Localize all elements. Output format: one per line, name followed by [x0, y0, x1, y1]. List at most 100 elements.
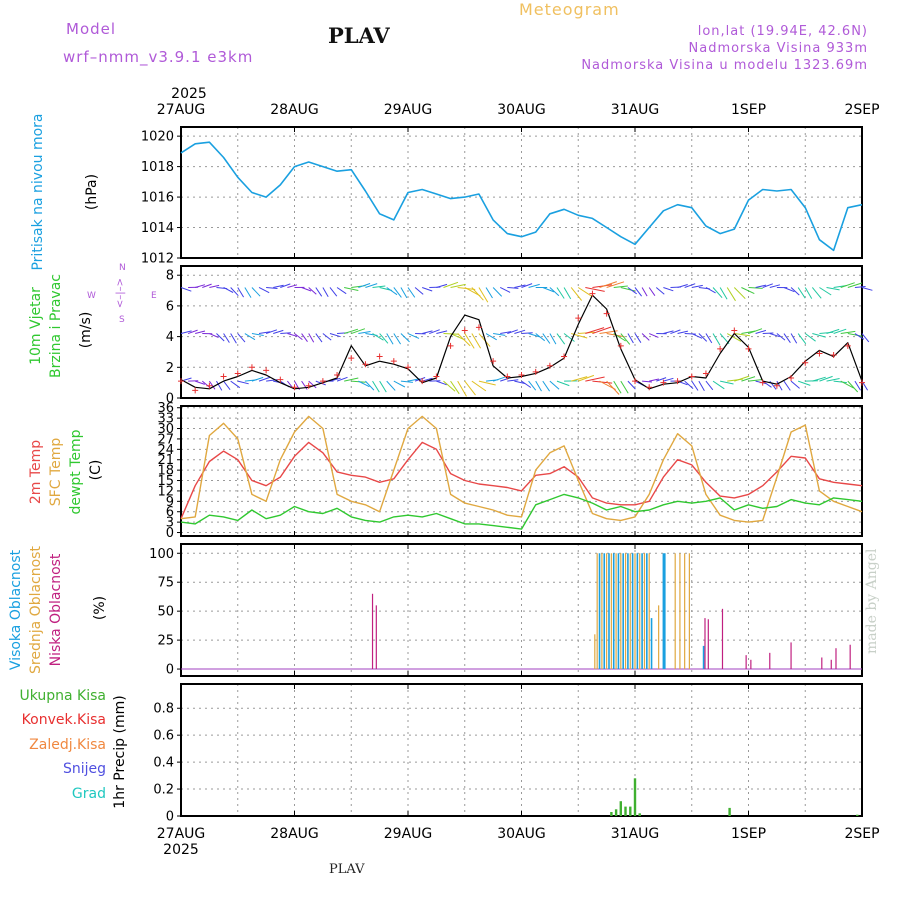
wind-vector-arrow	[287, 333, 298, 337]
wind-vector-arrow	[776, 333, 786, 341]
wind-vector-arrow	[358, 283, 371, 288]
precip-legend-2: Zaledj.Kisa	[29, 737, 106, 753]
pressure-units-label: (hPa)	[84, 174, 100, 210]
coordinates-label: lon,lat (19.94E, 42.6N)	[697, 24, 868, 39]
compass-south-label: S	[119, 315, 125, 325]
wind-vector-arrow	[663, 377, 674, 382]
wind-vector-arrow	[521, 332, 533, 335]
gust-marker	[632, 378, 638, 385]
wind-vector-arrow	[762, 283, 773, 288]
wind-vector-arrow	[308, 287, 317, 295]
legend-2m-temp: 2m Temp	[28, 440, 44, 504]
wind-vector-arrow	[216, 333, 225, 342]
gust-marker	[731, 327, 738, 334]
wind-vector-arrow	[790, 380, 800, 389]
wind-vector-arrow	[507, 329, 518, 335]
wind-vector-arrow	[755, 284, 767, 288]
gust-marker	[319, 378, 326, 385]
wind-vector-arrow	[712, 380, 725, 390]
cloud-units-label: (%)	[92, 596, 108, 620]
wind-vector-arrow	[648, 287, 656, 296]
wind-vector-arrow	[393, 287, 402, 298]
wind-vector-arrow	[400, 380, 413, 383]
y-tick-label: 0.4	[153, 756, 174, 771]
y-tick-label: 0.8	[153, 702, 174, 717]
y-tick-label: 3	[166, 516, 174, 531]
wind-vector-arrow	[436, 330, 448, 335]
wind-vector-arrow	[230, 333, 237, 344]
wind-vector-arrow	[407, 333, 420, 339]
wind-vector-arrow	[592, 326, 612, 335]
y-tick-label: 12	[157, 484, 174, 499]
wind-vector-arrow	[797, 287, 806, 299]
panel-frame	[180, 405, 863, 537]
wind-vector-arrow	[258, 376, 270, 382]
wind-units-label: (m/s)	[78, 312, 94, 349]
y-tick-label: 21	[157, 453, 174, 468]
wind-vector-arrow	[556, 380, 570, 387]
wind-vector-arrow	[642, 380, 653, 383]
legend-low-cloud: Niska Oblacnost	[48, 553, 64, 666]
wind-vector-arrow	[464, 333, 475, 349]
panel-clouds: 0 25 50 75 100	[149, 543, 863, 678]
wind-vector-arrow	[606, 281, 625, 288]
wind-vector-arrow	[429, 329, 440, 335]
wind-vector-arrow	[344, 377, 359, 382]
station-title: PLAV	[328, 23, 390, 48]
wind-vector-arrow	[656, 377, 667, 382]
wind-vector-arrow	[457, 333, 471, 347]
precip-units-label: 1hr Precip (mm)	[112, 695, 128, 808]
panel-precip: 0 0.2 0.4 0.6 0.8	[153, 683, 863, 825]
wind-vector-arrow	[535, 380, 542, 392]
wind-vector-arrow	[436, 283, 448, 288]
wind-vector-arrow	[322, 287, 329, 297]
wind-vector-arrow	[280, 332, 291, 335]
gust-marker	[702, 370, 709, 377]
y-tick-label: 50	[157, 605, 174, 620]
gust-marker	[773, 382, 780, 389]
x-tick-label-top: 30AUG	[497, 102, 546, 118]
wind-vector-arrow	[344, 286, 359, 291]
temp-line-2	[180, 493, 863, 530]
x-tick-label-bottom: 30AUG	[497, 826, 546, 842]
wind-vector-arrow	[606, 380, 620, 395]
precip-bar	[614, 809, 618, 816]
wind-vector-arrow	[485, 287, 493, 299]
legend-mid-cloud: Srednja Oblacnost	[28, 546, 44, 674]
y-tick-label: 18	[157, 464, 174, 479]
gust-marker	[660, 379, 667, 386]
gust-marker	[291, 384, 298, 391]
x-tick-label-top: 1SEP	[731, 102, 766, 118]
wind-axis-title-line2: Brzina i Pravac	[48, 274, 64, 378]
wind-vector-arrow	[223, 287, 234, 293]
wind-vector-arrow	[804, 333, 816, 342]
panel-frame	[180, 683, 863, 817]
wind-vector-arrow	[861, 287, 873, 291]
wind-vector-arrow	[634, 287, 642, 297]
footer-station: PLAV	[329, 862, 365, 877]
y-tick-label: 9	[166, 495, 174, 510]
wind-vector-arrow	[719, 287, 728, 300]
wind-vector-arrow	[833, 328, 847, 335]
wind-vector-arrow	[471, 333, 482, 349]
wind-vector-arrow	[280, 283, 291, 288]
panel-wind: 0 2 4 6 8	[166, 265, 863, 407]
y-tick-label: 0	[166, 526, 174, 541]
precip-bar	[624, 806, 627, 816]
wind-vector-arrow	[223, 333, 230, 343]
wind-vector-arrow	[812, 376, 826, 382]
wind-vector-arrow	[748, 328, 763, 335]
pressure-axis-title: Pritisak na nivou mora	[30, 113, 46, 270]
wind-vector-arrow	[698, 380, 705, 391]
wind-vector-arrow	[400, 333, 410, 343]
gust-marker	[688, 373, 695, 380]
gust-marker	[390, 358, 397, 365]
wind-vector-arrow	[372, 380, 380, 393]
wind-vector-arrow	[301, 333, 308, 342]
wind-vector-arrow	[195, 330, 206, 335]
wind-vector-arrow	[620, 333, 631, 345]
gust-marker	[433, 373, 440, 380]
wind-vector-arrow	[471, 287, 484, 301]
wind-vector-arrow	[237, 333, 246, 343]
wind-vector-arrow	[691, 333, 703, 339]
